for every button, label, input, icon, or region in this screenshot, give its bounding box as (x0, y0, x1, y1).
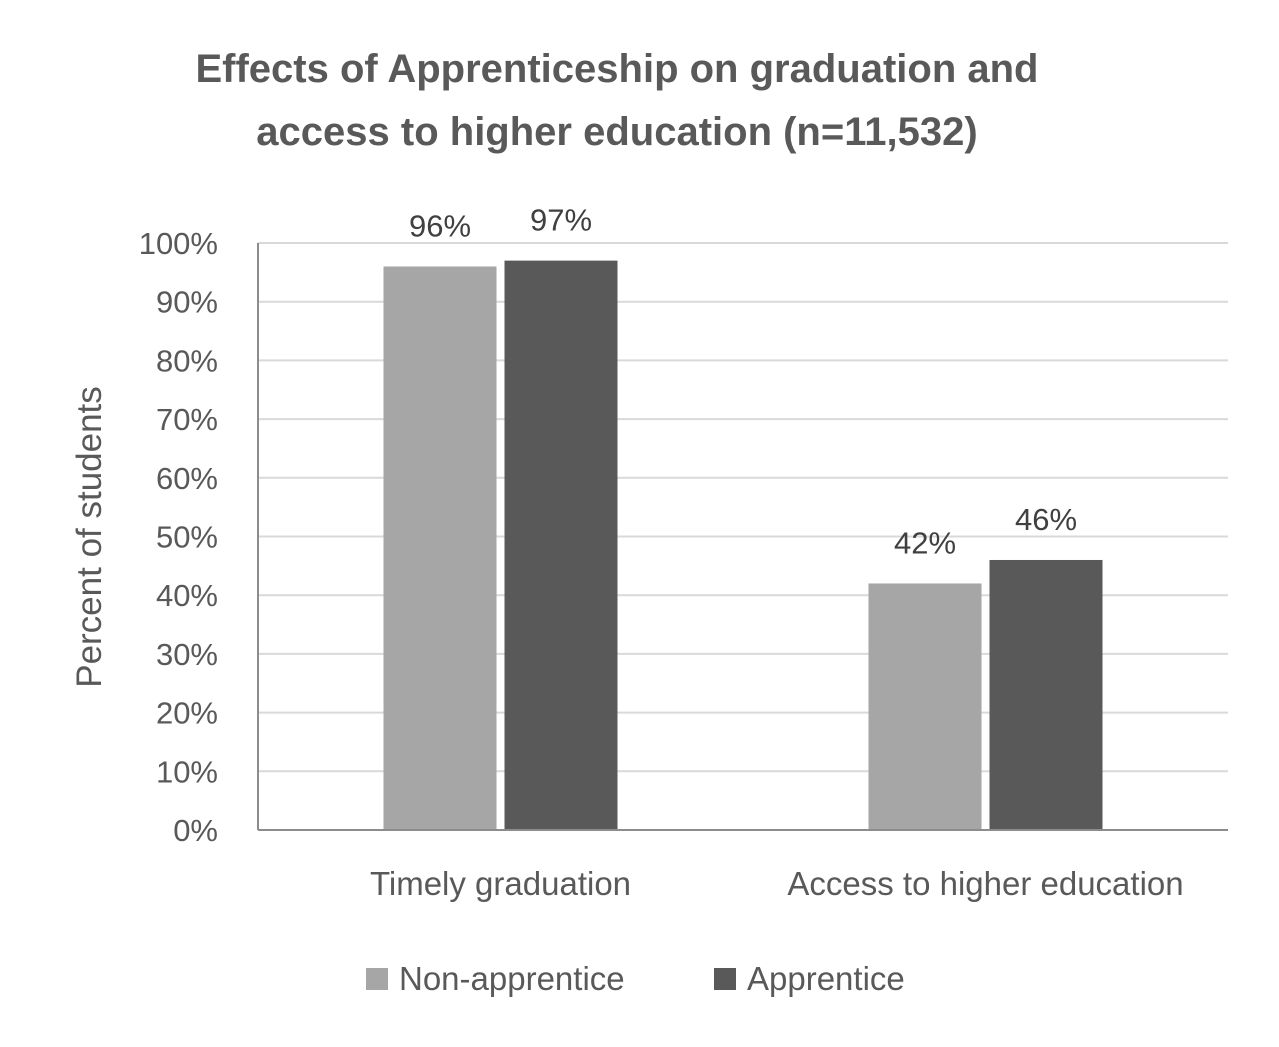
y-tick-label: 0% (173, 813, 218, 848)
data-label: 42% (894, 525, 956, 560)
chart-title: Effects of Apprenticeship on graduation … (195, 47, 1038, 154)
y-tick-label: 10% (156, 754, 218, 789)
legend-swatch (714, 968, 736, 990)
x-category-label: Access to higher education (787, 865, 1183, 902)
data-label: 97% (530, 203, 592, 238)
y-tick-label: 20% (156, 696, 218, 731)
y-tick-label: 60% (156, 461, 218, 496)
y-tick-label: 30% (156, 637, 218, 672)
chart-title-line-1: Effects of Apprenticeship on graduation … (195, 47, 1038, 91)
legend-label: Apprentice (747, 960, 905, 997)
y-tick-label: 70% (156, 402, 218, 437)
legend-label: Non-apprentice (399, 960, 625, 997)
legend-swatch (366, 968, 388, 990)
data-label: 46% (1015, 502, 1077, 537)
data-labels: 96% 97% 42% 46% (409, 203, 1077, 561)
y-tick-label: 80% (156, 343, 218, 378)
bar-non-apprentice (383, 266, 497, 831)
bar-apprentice (504, 260, 618, 830)
x-category-label: Timely graduation (370, 865, 631, 902)
y-tick-label: 90% (156, 285, 218, 320)
legend: Non-apprentice Apprentice (366, 960, 905, 997)
y-axis-tick-labels: 0% 10% 20% 30% 40% 50% 60% 70% 80% 90% 100% (139, 226, 218, 848)
y-tick-label: 40% (156, 578, 218, 613)
x-axis-category-labels: Timely graduation Access to higher educat… (370, 865, 1184, 902)
y-tick-label: 50% (156, 520, 218, 555)
data-label: 96% (409, 208, 471, 243)
y-tick-label: 100% (139, 226, 218, 261)
bar-apprentice (989, 559, 1103, 830)
bars (383, 260, 1103, 831)
chart-title-line-2: access to higher education (n=11,532) (256, 110, 977, 154)
bar-non-apprentice (868, 583, 982, 830)
y-axis-title: Percent of students (70, 386, 109, 688)
